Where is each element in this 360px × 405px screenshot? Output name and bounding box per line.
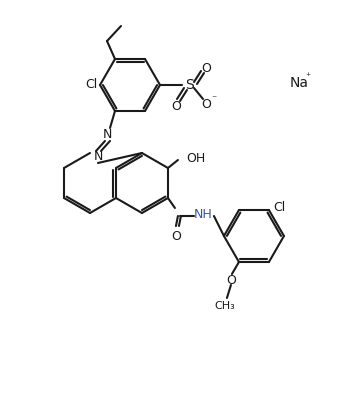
Text: CH₃: CH₃ [215,301,235,311]
Text: ⁺: ⁺ [305,72,311,82]
Text: OH: OH [186,151,205,164]
Text: O: O [226,275,236,288]
Text: Cl: Cl [86,79,98,92]
Text: O: O [171,230,181,243]
Text: Na: Na [290,76,309,90]
Text: O: O [171,100,181,113]
Text: Cl: Cl [273,200,285,213]
Text: ⁻: ⁻ [211,94,217,104]
Text: O: O [201,98,211,111]
Text: N: N [102,128,112,141]
Text: N: N [93,151,103,164]
Text: NH: NH [194,207,212,220]
Text: O: O [201,62,211,75]
Text: S: S [186,78,194,92]
